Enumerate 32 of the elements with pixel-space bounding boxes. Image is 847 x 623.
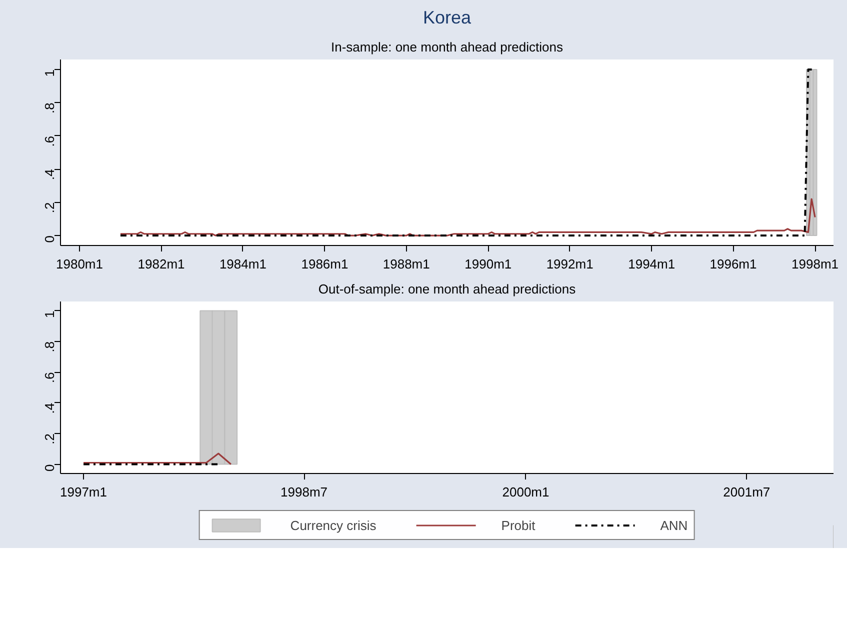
y-tick-label: 1	[42, 69, 57, 77]
chart-subtitle: In-sample: one month ahead predictions	[331, 40, 564, 54]
chart-subtitle: Out-of-sample: one month ahead predictions	[318, 282, 576, 296]
x-tick-label: 1998m7	[280, 484, 328, 500]
x-tick-label: 1982m1	[138, 256, 185, 272]
x-tick-label: 1984m1	[219, 256, 266, 272]
x-tick-label: 1996m1	[710, 256, 757, 272]
y-tick-label: .6	[42, 136, 57, 147]
y-tick-label: 0	[42, 236, 57, 243]
legend-label: Probit	[501, 518, 536, 532]
x-tick-label: 1994m1	[628, 256, 676, 272]
x-tick-label: 1980m1	[56, 256, 104, 272]
x-tick-label: 1992m1	[546, 256, 594, 272]
y-tick-label: 0	[42, 464, 57, 472]
legend-label: ANN	[660, 518, 688, 532]
x-tick-label: 1997m1	[60, 484, 108, 500]
x-tick-label: 1990m1	[464, 256, 512, 272]
y-tick-label: .6	[42, 372, 57, 383]
x-tick-label: 2000m1	[502, 484, 550, 500]
y-tick-label: .4	[42, 402, 57, 414]
y-tick-label: .8	[42, 102, 57, 114]
y-tick-label: 1	[42, 310, 57, 318]
x-tick-label: 2001m7	[723, 484, 770, 500]
legend-label: Currency crisis	[290, 518, 376, 532]
x-tick-label: 1988m1	[382, 256, 430, 272]
x-tick-label: 1986m1	[301, 256, 348, 272]
y-tick-label: .2	[42, 202, 57, 214]
y-tick-label: .8	[42, 341, 57, 352]
x-tick-label: 1998m1	[792, 256, 839, 272]
y-tick-label: .2	[42, 434, 57, 444]
y-tick-label: .4	[42, 169, 57, 180]
chart-title: Korea	[422, 8, 472, 28]
